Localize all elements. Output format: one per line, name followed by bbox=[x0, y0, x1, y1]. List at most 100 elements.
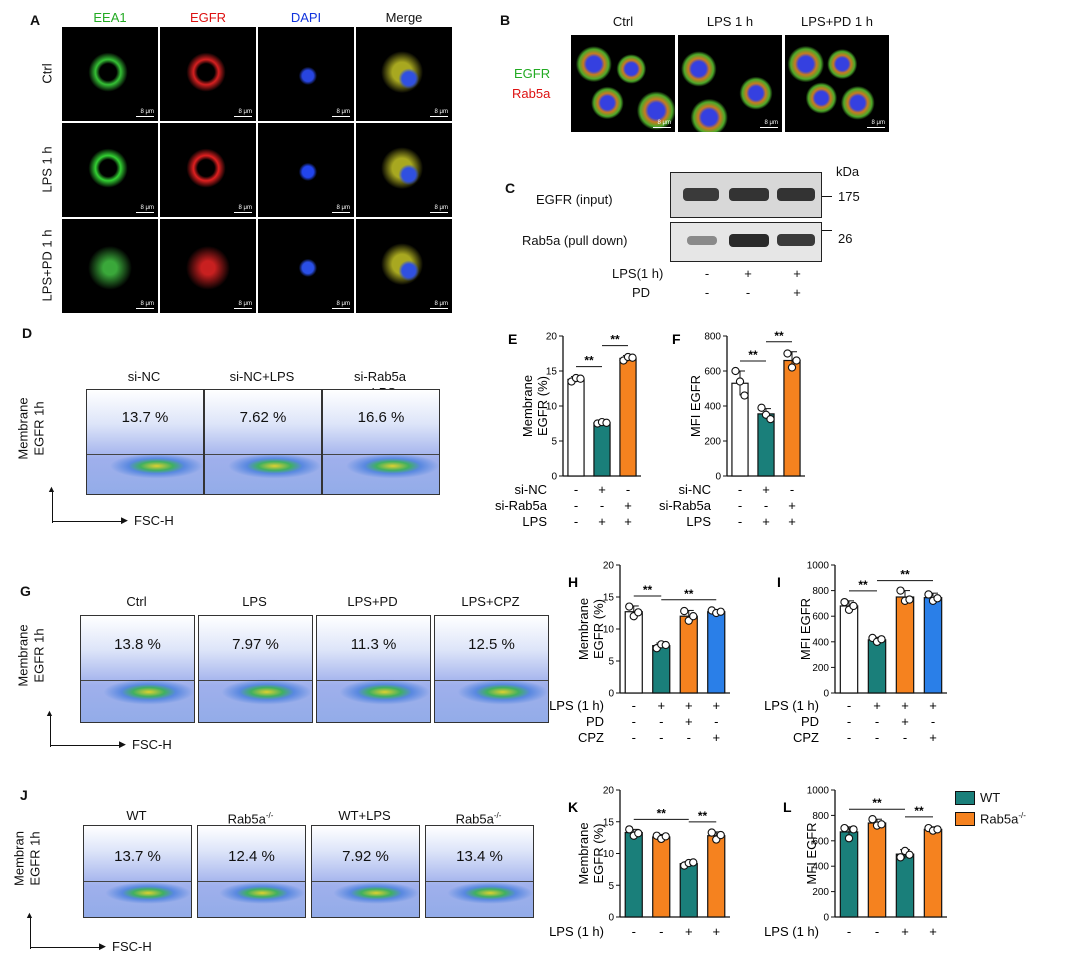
y-tick-label: 600 bbox=[704, 367, 721, 378]
y-tick-label: 15 bbox=[546, 367, 558, 378]
scale-bar-label: 8 μm bbox=[434, 301, 448, 307]
condition-sign: + bbox=[598, 482, 606, 497]
y-axis-label: EGFR (%) bbox=[535, 376, 550, 436]
condition-label: CPZ bbox=[578, 730, 604, 745]
condition-sign: - bbox=[574, 514, 578, 529]
y-tick-label: 5 bbox=[608, 657, 614, 668]
x-axis-arrow bbox=[50, 745, 122, 746]
significance-label: ** bbox=[900, 568, 910, 582]
condition-sign: - bbox=[687, 730, 691, 745]
panel-letter: D bbox=[22, 325, 33, 341]
data-point bbox=[625, 825, 634, 834]
legend-swatch-wt bbox=[955, 791, 975, 805]
y-axis-label: Membrane bbox=[576, 598, 591, 660]
condition-sign: - bbox=[847, 924, 851, 939]
condition-sign: + bbox=[788, 514, 796, 529]
condition-sign: - bbox=[745, 285, 751, 300]
kda-unit: kDa bbox=[836, 164, 860, 179]
y-tick-label: 20 bbox=[546, 332, 558, 343]
significance-label: ** bbox=[684, 587, 694, 601]
flow-plot: 12.5 % bbox=[434, 615, 549, 723]
scale-bar bbox=[332, 116, 350, 117]
gate-percentage: 7.92 % bbox=[342, 848, 389, 865]
condition-sign: - bbox=[626, 482, 630, 497]
y-tick-label: 800 bbox=[812, 586, 829, 597]
scale-bar-label: 8 μm bbox=[238, 109, 252, 115]
flow-xlabel: FSC-H bbox=[112, 939, 152, 954]
scale-bar bbox=[136, 116, 154, 117]
y-axis-arrow bbox=[30, 917, 31, 949]
micrograph: 8 μm bbox=[160, 123, 256, 217]
data-point bbox=[735, 377, 745, 386]
bar-chart-k: K 0 5 10 15 20 Membrane EGFR (%) ** ** LPS (1 h) - -… bbox=[549, 786, 730, 939]
y-axis-label: EGFR (%) bbox=[591, 824, 606, 884]
micrograph: 8 μm bbox=[62, 27, 158, 121]
data-point bbox=[625, 602, 634, 611]
y-tick-label: 10 bbox=[546, 402, 558, 413]
panel-letter-b: B bbox=[500, 12, 511, 28]
data-point bbox=[731, 366, 740, 376]
y-tick-label: 200 bbox=[812, 663, 829, 674]
gate-line bbox=[84, 881, 191, 882]
panel-b-stain-egfr: EGFR bbox=[514, 66, 551, 81]
legend-label-rab5a: Rab5a-/- bbox=[980, 811, 1026, 827]
y-axis-label: MFI EGFR bbox=[798, 598, 813, 660]
data-point bbox=[716, 830, 725, 840]
condition-sign: - bbox=[738, 514, 742, 529]
panel-letter: H bbox=[568, 574, 578, 590]
condition-sign: - bbox=[764, 498, 768, 513]
y-tick-label: 1000 bbox=[807, 786, 830, 797]
panel-letter: I bbox=[777, 574, 781, 590]
gate-line bbox=[312, 881, 419, 882]
condition-sign: - bbox=[659, 730, 663, 745]
column-label: LPS 1 h bbox=[706, 14, 754, 29]
y-tick-label: 0 bbox=[551, 472, 557, 483]
condition-sign: - bbox=[574, 498, 578, 513]
bar bbox=[624, 831, 643, 918]
gate-percentage: 11.3 % bbox=[350, 636, 397, 653]
y-axis-label: MFI EGFR bbox=[804, 822, 819, 884]
y-tick-label: 20 bbox=[603, 786, 615, 797]
condition-sign: - bbox=[738, 498, 742, 513]
panel-letter: L bbox=[783, 799, 792, 815]
bar bbox=[839, 605, 859, 694]
y-tick-label: 600 bbox=[812, 836, 829, 847]
y-tick-label: 200 bbox=[704, 437, 721, 448]
bar bbox=[895, 596, 915, 694]
y-tick-label: 200 bbox=[812, 887, 829, 898]
condition-sign: + bbox=[901, 714, 909, 729]
bar bbox=[707, 835, 726, 918]
micrograph: 8 μm bbox=[160, 27, 256, 121]
micrograph: 8 μm bbox=[258, 27, 354, 121]
data-point bbox=[924, 590, 933, 599]
scale-bar bbox=[430, 116, 448, 117]
bar bbox=[783, 359, 801, 477]
scale-bar-label: 8 μm bbox=[871, 120, 885, 126]
micrograph: 8 μm bbox=[62, 123, 158, 217]
bar bbox=[652, 645, 671, 694]
flow-plot: 13.8 % bbox=[80, 615, 195, 723]
condition-sign: + bbox=[873, 698, 881, 713]
data-point bbox=[740, 391, 749, 400]
scale-bar-label: 8 μm bbox=[657, 120, 671, 126]
gate-percentage: 13.4 % bbox=[456, 848, 503, 865]
significance-label: ** bbox=[584, 354, 594, 368]
condition-sign: - bbox=[875, 714, 879, 729]
panel-letter-c: C bbox=[505, 180, 516, 196]
marker-175: 175 bbox=[838, 189, 860, 204]
marker-26: 26 bbox=[838, 231, 853, 246]
significance-label: ** bbox=[698, 809, 708, 823]
panel-letter: F bbox=[672, 331, 681, 347]
panel-letter-a: A bbox=[30, 12, 41, 28]
condition-label: LPS(1 h) bbox=[612, 266, 664, 281]
scale-bar-label: 8 μm bbox=[336, 109, 350, 115]
micrograph: 8 μm bbox=[258, 123, 354, 217]
data-point bbox=[634, 608, 643, 617]
scale-bar-label: 8 μm bbox=[336, 301, 350, 307]
gate-percentage: 13.7 % bbox=[114, 848, 161, 865]
data-point bbox=[933, 825, 942, 834]
bar bbox=[652, 836, 671, 918]
arrow-head: ▶ bbox=[99, 941, 106, 951]
